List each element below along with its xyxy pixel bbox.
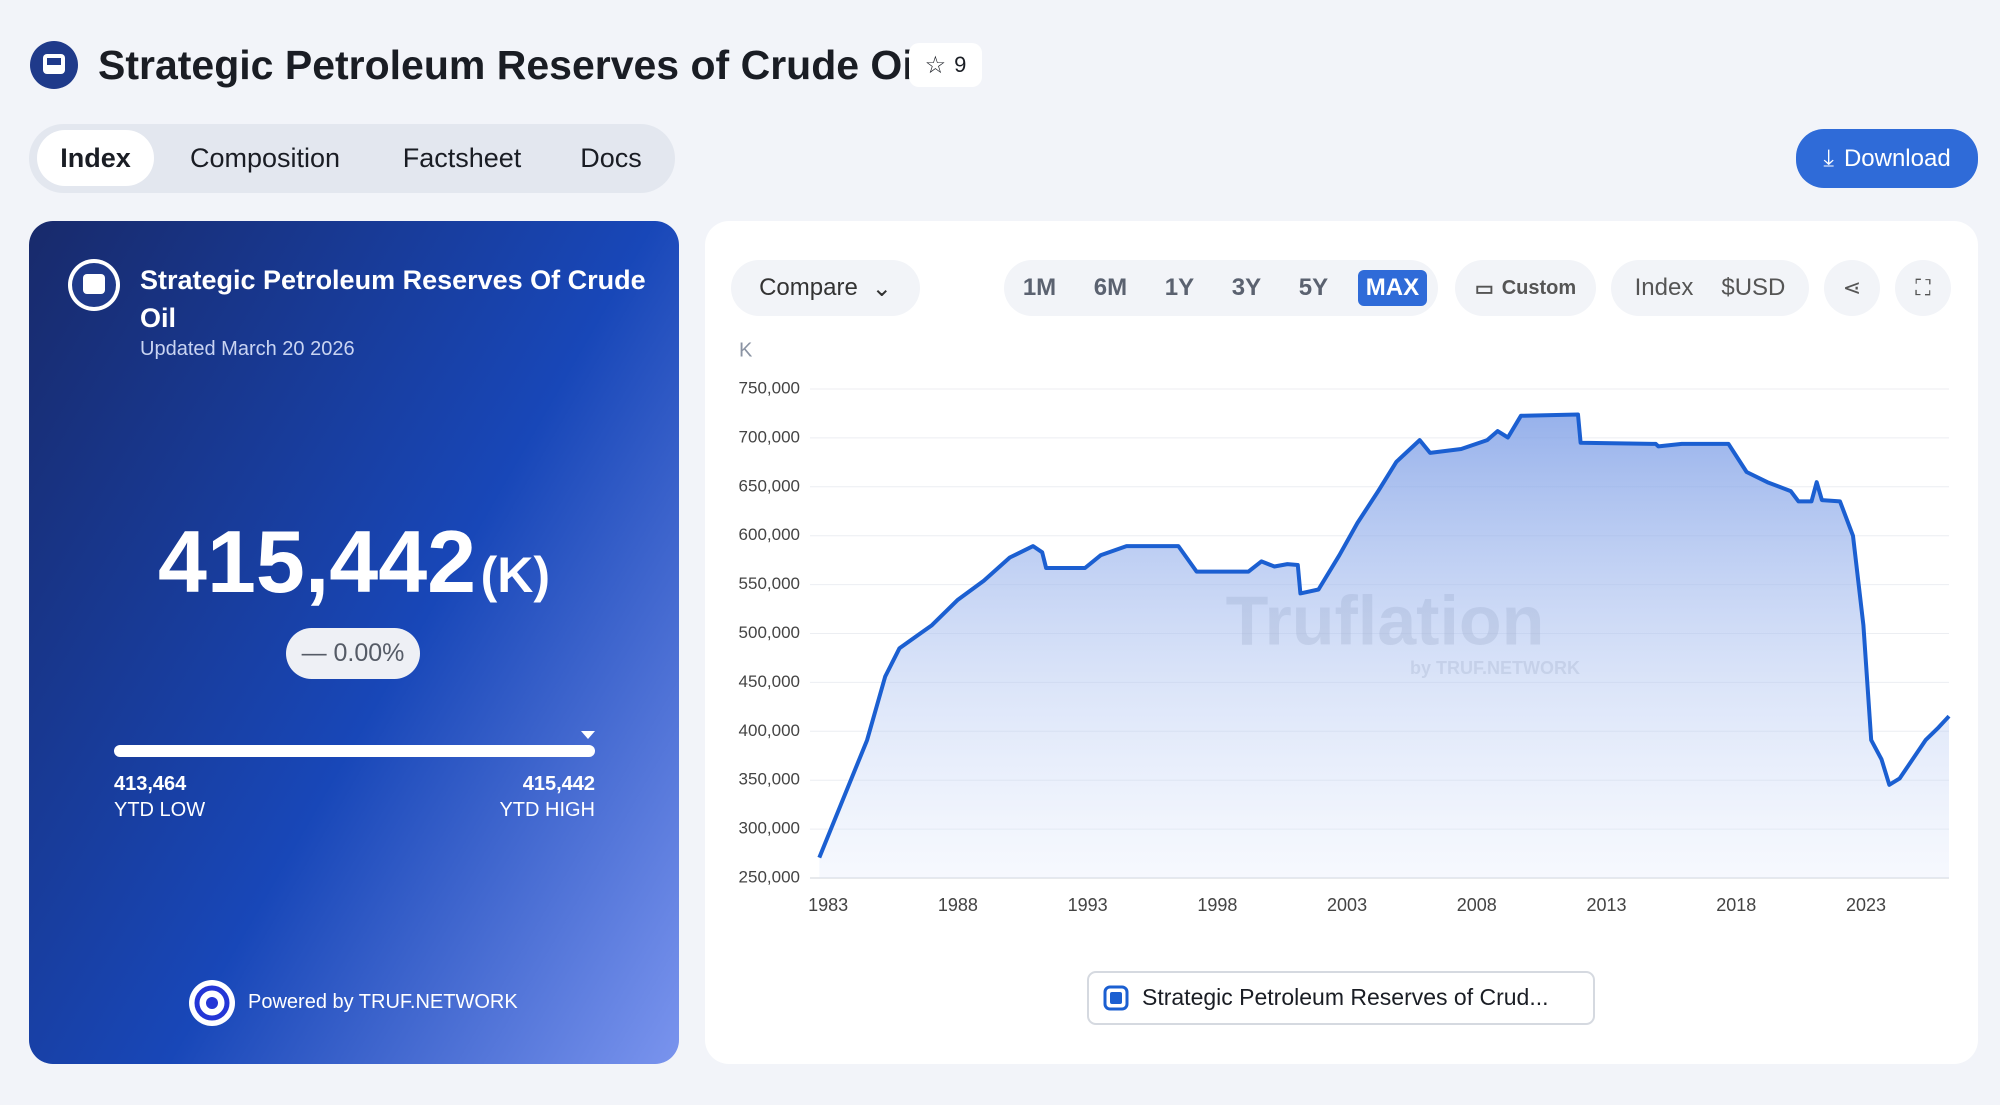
custom-label: Custom <box>1501 276 1577 299</box>
fullscreen-button[interactable]: ⛶ <box>1895 260 1951 316</box>
legend-label: Strategic Petroleum Reserves of Crud... <box>1142 984 1549 1010</box>
x-tick-label: 1988 <box>938 895 978 915</box>
range-selector: 1M 6M 1Y 3Y 5Y MAX <box>1004 260 1438 316</box>
chart: K 250,000 300,000 350,000 400,000 450,000 500,… <box>739 339 1951 1025</box>
card-icon <box>68 259 120 311</box>
y-tick-label: 350,000 <box>739 770 800 789</box>
download-label: Download <box>1843 144 1951 172</box>
legend-box <box>1087 971 1595 1025</box>
updated: Updated March 20 2026 <box>140 338 355 360</box>
range-button[interactable]: 1Y <box>1164 274 1195 301</box>
y-tick-label: 600,000 <box>739 525 800 544</box>
range-button[interactable]: 1M <box>1022 274 1057 301</box>
currency-option[interactable]: $USD <box>1721 274 1786 301</box>
x-tick-label: 2008 <box>1457 895 1497 915</box>
custom-button[interactable]: ▭ Custom <box>1455 260 1596 316</box>
ytd-high-label: YTD HIGH <box>499 799 595 821</box>
truf-logo <box>189 980 235 1026</box>
ytd-low-label: YTD LOW <box>114 799 206 821</box>
range-bar <box>114 745 595 757</box>
legend-swatch <box>1103 985 1129 1011</box>
tab[interactable]: Docs <box>580 142 642 173</box>
unit-toggle: Index $USD <box>1611 260 1809 316</box>
y-tick-label: 750,000 <box>739 378 800 397</box>
x-tick-label: 1993 <box>1068 895 1108 915</box>
page-title: Strategic Petroleum Reserves of Crude Oi… <box>98 42 926 88</box>
range-button[interactable]: 6M <box>1093 274 1128 301</box>
download-icon: ⤓ <box>1823 144 1834 172</box>
compare-label: Compare <box>759 274 858 301</box>
range-button[interactable]: MAX <box>1357 270 1428 306</box>
range-button[interactable]: 5Y <box>1298 274 1329 301</box>
tab[interactable]: Factsheet <box>402 142 522 173</box>
chevron: ⌄ <box>871 274 892 302</box>
share-button[interactable]: ⋖ <box>1824 260 1880 316</box>
y-tick-label: 650,000 <box>739 476 800 495</box>
line <box>817 412 1951 859</box>
x-tick-label: 1983 <box>808 895 848 915</box>
y-tick-label: 450,000 <box>739 672 800 691</box>
current-value: 415,442 <box>158 512 477 611</box>
star-icon: ☆ <box>924 51 947 79</box>
change-pill: — 0.00% <box>286 628 420 679</box>
calendar-icon: ▭ <box>1474 277 1494 300</box>
y-tick-label: 550,000 <box>739 574 800 593</box>
y-tick-label: 250,000 <box>739 867 800 886</box>
x-tick-label: 2013 <box>1586 895 1626 915</box>
range-button[interactable]: 3Y <box>1231 274 1262 301</box>
compare-button[interactable]: Compare ⌄ <box>731 260 920 316</box>
index-option[interactable]: Index <box>1634 274 1694 301</box>
y-tick-label: 300,000 <box>739 819 800 838</box>
y-tick-label: 700,000 <box>739 427 800 446</box>
range-marker <box>581 731 595 739</box>
area <box>819 414 1949 878</box>
y-unit: K <box>739 339 753 361</box>
tab-active[interactable]: Index <box>37 130 154 186</box>
star-count: 9 <box>954 52 967 77</box>
ytd-high: 415,442 <box>522 773 595 795</box>
download-button[interactable]: ⤓ Download <box>1796 129 1978 188</box>
summary-card: Strategic Petroleum Reserves Of Crude Oi… <box>29 221 679 1064</box>
powered-by: Powered by TRUF.NETWORK <box>248 991 518 1013</box>
x-tick-label: 2018 <box>1716 895 1756 915</box>
x-tick-label: 1998 <box>1197 895 1237 915</box>
x-tick-label: 2003 <box>1327 895 1367 915</box>
ytd-low: 413,464 <box>114 773 187 795</box>
legend-swatch-inner <box>1110 992 1122 1004</box>
x-tick-label: 2023 <box>1846 895 1886 915</box>
card-title: Strategic Petroleum Reserves Of Crude Oi… <box>140 265 646 333</box>
logo-icon <box>30 41 78 89</box>
tab[interactable]: Composition <box>189 142 341 173</box>
value-row: 415,442 (K) <box>29 511 679 613</box>
y-tick-label: 400,000 <box>739 721 800 740</box>
star-button[interactable]: ☆ 9 <box>909 43 982 87</box>
y-tick-label: 500,000 <box>739 623 800 642</box>
value-unit: (K) <box>480 547 550 603</box>
